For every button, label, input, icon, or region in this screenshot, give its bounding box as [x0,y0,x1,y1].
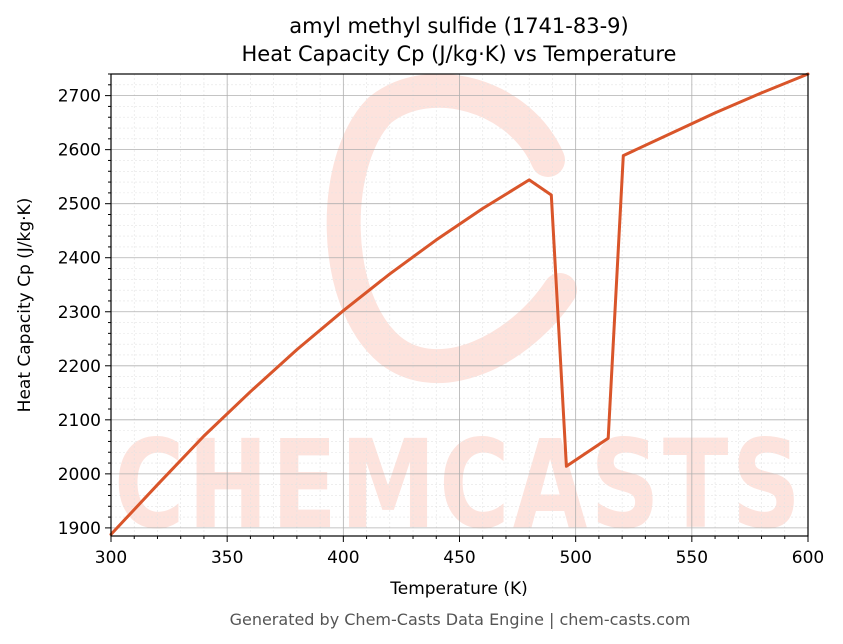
y-axis: 1900 2000 2100 2200 2300 2400 2500 2600 2700 [58,73,111,539]
x-axis: 300 350 400 450 500 550 600 [95,536,824,568]
x-tick-label: 300 [95,548,127,568]
watermark: CHEMCASTS [114,73,804,556]
watermark-text: CHEMCASTS [114,414,804,556]
y-tick-label: 2700 [58,87,101,107]
y-tick-label: 2400 [58,249,101,269]
x-tick-label: 500 [559,548,591,568]
y-tick-label: 2200 [58,357,101,377]
x-tick-label: 450 [443,548,475,568]
x-tick-label: 550 [676,548,708,568]
y-tick-label: 2500 [58,195,101,215]
series-line [109,72,810,536]
watermark-logo-swirl [326,73,577,383]
chart-title: amyl methyl sulfide (1741-83-9) [289,14,628,38]
chart-subtitle: Heat Capacity Cp (J/kg·K) vs Temperature [242,42,677,66]
x-axis-label: Temperature (K) [389,579,528,599]
y-tick-label: 2300 [58,303,101,323]
y-tick-label: 2000 [58,465,101,485]
y-axis-label: Heat Capacity Cp (J/kg·K) [15,198,35,413]
y-tick-label: 1900 [58,519,101,539]
x-tick-label: 600 [792,548,824,568]
y-tick-label: 2100 [58,411,101,431]
footer-credit: Generated by Chem-Casts Data Engine | ch… [230,610,691,629]
plot-line-layer [109,72,810,536]
x-tick-label: 350 [211,548,243,568]
x-tick-label: 400 [327,548,359,568]
y-tick-label: 2600 [58,141,101,161]
